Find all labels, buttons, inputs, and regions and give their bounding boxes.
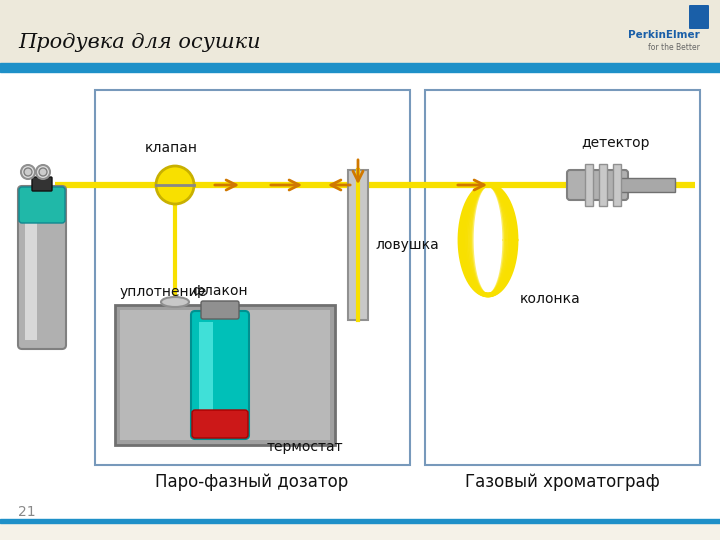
Bar xyxy=(0,519,720,523)
Bar xyxy=(348,170,368,320)
Circle shape xyxy=(156,166,194,204)
Bar xyxy=(620,178,675,192)
FancyBboxPatch shape xyxy=(201,301,239,319)
Text: PerkinElmer: PerkinElmer xyxy=(629,30,700,40)
Bar xyxy=(115,305,335,445)
Text: термостат: термостат xyxy=(266,440,343,454)
Text: Газовый хроматограф: Газовый хроматограф xyxy=(464,473,660,491)
FancyBboxPatch shape xyxy=(689,5,709,29)
Bar xyxy=(0,63,720,72)
Bar xyxy=(25,195,37,340)
Circle shape xyxy=(24,168,32,176)
Ellipse shape xyxy=(161,297,189,307)
Text: уплотнение: уплотнение xyxy=(120,285,207,299)
Bar xyxy=(199,322,213,430)
Text: for the Better: for the Better xyxy=(648,43,700,51)
Bar xyxy=(0,72,720,520)
Text: клапан: клапан xyxy=(145,141,198,155)
Circle shape xyxy=(36,165,50,179)
FancyBboxPatch shape xyxy=(192,410,248,438)
Bar xyxy=(120,310,330,440)
Bar xyxy=(585,164,593,206)
Bar xyxy=(613,164,621,206)
Text: Продувка для осушки: Продувка для осушки xyxy=(18,33,261,52)
Bar xyxy=(599,164,607,206)
FancyBboxPatch shape xyxy=(191,311,249,439)
Bar xyxy=(425,90,700,465)
Text: колонка: колонка xyxy=(520,292,581,306)
Circle shape xyxy=(39,168,47,176)
Bar xyxy=(0,0,720,65)
Text: детектор: детектор xyxy=(581,136,649,150)
FancyBboxPatch shape xyxy=(19,187,65,223)
FancyBboxPatch shape xyxy=(32,177,52,191)
Circle shape xyxy=(21,165,35,179)
Text: флакон: флакон xyxy=(192,284,248,298)
Text: 21: 21 xyxy=(18,505,35,519)
FancyBboxPatch shape xyxy=(18,186,66,349)
Text: Паро-фазный дозатор: Паро-фазный дозатор xyxy=(156,473,348,491)
Text: ловушка: ловушка xyxy=(375,238,438,252)
FancyBboxPatch shape xyxy=(567,170,628,200)
Bar xyxy=(95,90,410,465)
